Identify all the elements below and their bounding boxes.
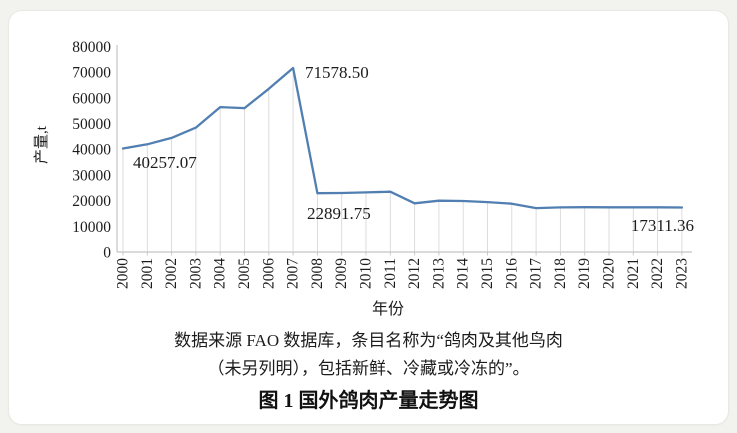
y-tick-label: 60000 (72, 90, 111, 107)
production-series-line (121, 66, 684, 210)
x-tick-label: 2009 (333, 258, 350, 289)
data-label: 71578.50 (305, 63, 369, 82)
x-tick-label: 2015 (479, 258, 496, 289)
x-tick-label: 2003 (187, 258, 204, 289)
data-label: 40257.07 (133, 153, 197, 172)
x-tick-label: 2011 (382, 258, 399, 288)
x-tick-label: 2005 (236, 258, 253, 289)
x-tick-label: 2010 (358, 258, 375, 289)
data-label: 22891.75 (307, 204, 371, 223)
x-tick-label: 2016 (503, 258, 520, 289)
x-tick-label: 2004 (212, 258, 229, 289)
figure-title: 图 1 国外鸽肉产量走势图 (258, 390, 479, 412)
x-tick-label: 2006 (260, 258, 277, 289)
y-tick-label: 20000 (72, 193, 111, 210)
data-label: 17311.36 (631, 216, 694, 235)
x-tick-label: 2014 (455, 258, 472, 289)
x-tick-label: 2012 (406, 258, 423, 289)
y-tick-label: 50000 (72, 116, 111, 133)
y-tick-label: 80000 (72, 39, 111, 56)
y-axis-title: 产量,t (33, 125, 50, 164)
data-source-note-line1: 数据来源 FAO 数据库，条目名称为“鸽肉及其他鸟肉 (174, 331, 563, 350)
y-tick-label: 0 (103, 245, 111, 262)
x-tick-label: 2018 (552, 258, 569, 289)
x-tick-label: 2002 (163, 258, 180, 289)
x-tick-label: 2013 (430, 258, 447, 289)
x-tick-label: 2001 (139, 258, 156, 289)
x-tick-label: 2008 (309, 258, 326, 289)
y-tick-label: 10000 (72, 219, 111, 236)
x-tick-label: 2000 (115, 258, 132, 289)
x-tick-label: 2019 (576, 258, 593, 289)
y-tick-label: 70000 (72, 65, 111, 82)
x-tick-label: 2020 (601, 258, 618, 289)
y-tick-label: 30000 (72, 167, 111, 184)
x-tick-label: 2023 (673, 258, 690, 289)
y-tick-label: 40000 (72, 142, 111, 159)
x-tick-label: 2021 (625, 258, 642, 289)
x-tick-label: 2017 (528, 258, 545, 289)
x-tick-label: 2007 (285, 258, 302, 289)
x-tick-label: 2022 (649, 258, 666, 289)
data-source-note-line2: （未另列明），包括新鲜、冷藏或冷冻的”。 (207, 359, 530, 378)
x-axis-title: 年份 (372, 300, 404, 318)
